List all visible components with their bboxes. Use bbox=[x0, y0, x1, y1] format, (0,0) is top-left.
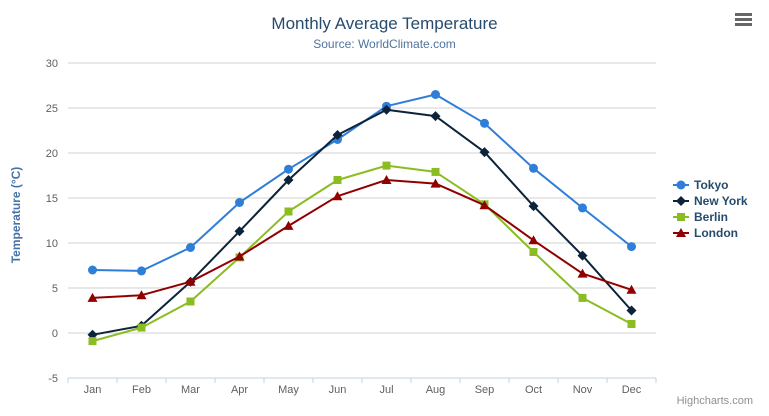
y-axis-label: 30 bbox=[46, 58, 58, 70]
legend-symbol-berlin bbox=[677, 213, 685, 221]
data-point-london-sep[interactable] bbox=[479, 200, 490, 210]
data-point-london-jul[interactable] bbox=[381, 175, 392, 184]
data-point-tokyo-oct[interactable] bbox=[529, 163, 538, 173]
legend-label: New York bbox=[694, 194, 748, 208]
chart-context-menu-button[interactable] bbox=[731, 9, 757, 31]
legend-marker-tokyo-icon bbox=[673, 180, 689, 190]
legend: Tokyo New York Berlin London bbox=[673, 177, 748, 241]
legend-marker-berlin-icon bbox=[673, 213, 689, 221]
hamburger-icon bbox=[735, 12, 753, 26]
data-point-london-jan[interactable] bbox=[87, 292, 98, 302]
data-point-tokyo-aug[interactable] bbox=[431, 90, 440, 99]
data-point-new-york-aug[interactable] bbox=[430, 111, 441, 122]
legend-item-new-york[interactable]: New York bbox=[673, 193, 748, 209]
data-point-london-apr[interactable] bbox=[234, 251, 245, 261]
data-point-london-dec[interactable] bbox=[626, 284, 637, 294]
y-axis-label: 0 bbox=[52, 328, 58, 340]
data-point-berlin-jul[interactable] bbox=[382, 161, 391, 170]
legend-marker-london-icon bbox=[673, 228, 689, 237]
data-point-berlin-feb[interactable] bbox=[137, 323, 146, 332]
legend-marker-new-york-icon bbox=[673, 196, 689, 206]
x-axis-label: Apr bbox=[231, 384, 248, 396]
data-point-tokyo-nov[interactable] bbox=[578, 203, 587, 213]
legend-item-berlin[interactable]: Berlin bbox=[673, 209, 748, 225]
legend-item-london[interactable]: London bbox=[673, 225, 748, 241]
data-point-tokyo-jan[interactable] bbox=[88, 265, 97, 275]
data-point-new-york-sep[interactable] bbox=[479, 147, 490, 158]
data-point-berlin-nov[interactable] bbox=[578, 293, 587, 302]
data-point-berlin-oct[interactable] bbox=[529, 248, 538, 256]
x-axis-label: Jun bbox=[329, 384, 347, 396]
data-point-berlin-dec[interactable] bbox=[627, 320, 636, 328]
x-axis-label: Jan bbox=[84, 384, 102, 396]
data-point-new-york-may[interactable] bbox=[283, 175, 294, 185]
data-point-tokyo-dec[interactable] bbox=[627, 242, 636, 252]
x-axis-label: May bbox=[278, 384, 299, 396]
chart-title: Monthly Average Temperature bbox=[271, 14, 498, 33]
data-point-tokyo-apr[interactable] bbox=[235, 198, 244, 207]
series-line-berlin bbox=[91, 164, 633, 343]
x-axis-label: Dec bbox=[622, 384, 642, 396]
data-point-new-york-jul[interactable] bbox=[381, 104, 392, 115]
legend-symbol-tokyo bbox=[676, 180, 686, 190]
y-axis-label: -5 bbox=[48, 373, 58, 385]
data-point-new-york-apr[interactable] bbox=[234, 226, 245, 237]
data-point-new-york-nov[interactable] bbox=[577, 250, 588, 261]
y-axis-label: 25 bbox=[46, 103, 58, 115]
legend-item-tokyo[interactable]: Tokyo bbox=[673, 177, 748, 193]
x-axis-label: Aug bbox=[426, 384, 446, 396]
legend-symbol-london bbox=[676, 228, 686, 237]
series-line-tokyo bbox=[91, 93, 633, 272]
credits-link[interactable]: Highcharts.com bbox=[676, 395, 753, 407]
series-line-new-york bbox=[91, 108, 633, 336]
x-axis-label: Oct bbox=[525, 384, 542, 396]
data-point-london-may[interactable] bbox=[283, 220, 294, 230]
data-point-tokyo-mar[interactable] bbox=[186, 243, 195, 252]
data-point-london-feb[interactable] bbox=[136, 290, 147, 300]
data-point-berlin-aug[interactable] bbox=[431, 167, 440, 176]
data-point-berlin-may[interactable] bbox=[284, 207, 293, 216]
x-axis-label: Jul bbox=[379, 384, 393, 396]
y-axis-label: 15 bbox=[46, 193, 58, 205]
data-point-london-aug[interactable] bbox=[430, 178, 441, 188]
legend-label: Tokyo bbox=[694, 178, 729, 192]
data-point-tokyo-sep[interactable] bbox=[480, 118, 489, 128]
data-point-berlin-mar[interactable] bbox=[186, 297, 195, 306]
chart-subtitle: Source: WorldClimate.com bbox=[313, 37, 456, 51]
data-point-london-jun[interactable] bbox=[332, 191, 343, 201]
legend-label: Berlin bbox=[694, 210, 729, 224]
data-point-new-york-oct[interactable] bbox=[528, 201, 539, 212]
x-axis-label: Nov bbox=[573, 384, 593, 396]
x-axis-label: Feb bbox=[132, 384, 151, 396]
legend-symbol-new-york bbox=[676, 196, 686, 206]
data-point-tokyo-may[interactable] bbox=[284, 164, 293, 174]
data-point-tokyo-feb[interactable] bbox=[137, 266, 146, 276]
data-point-london-oct[interactable] bbox=[528, 235, 539, 245]
data-point-new-york-dec[interactable] bbox=[626, 305, 637, 316]
data-point-berlin-jun[interactable] bbox=[333, 176, 342, 184]
y-axis-label: 5 bbox=[52, 283, 58, 295]
data-point-london-mar[interactable] bbox=[185, 276, 196, 286]
y-axis-label: 20 bbox=[46, 148, 58, 160]
x-axis-label: Sep bbox=[475, 384, 495, 396]
data-point-new-york-jun[interactable] bbox=[332, 130, 343, 140]
data-point-berlin-jan[interactable] bbox=[88, 337, 97, 346]
x-axis-label: Mar bbox=[181, 384, 200, 396]
legend-label: London bbox=[694, 226, 738, 240]
data-point-london-nov[interactable] bbox=[577, 268, 588, 278]
series-line-london bbox=[91, 179, 633, 299]
y-axis-label: 10 bbox=[46, 238, 58, 250]
